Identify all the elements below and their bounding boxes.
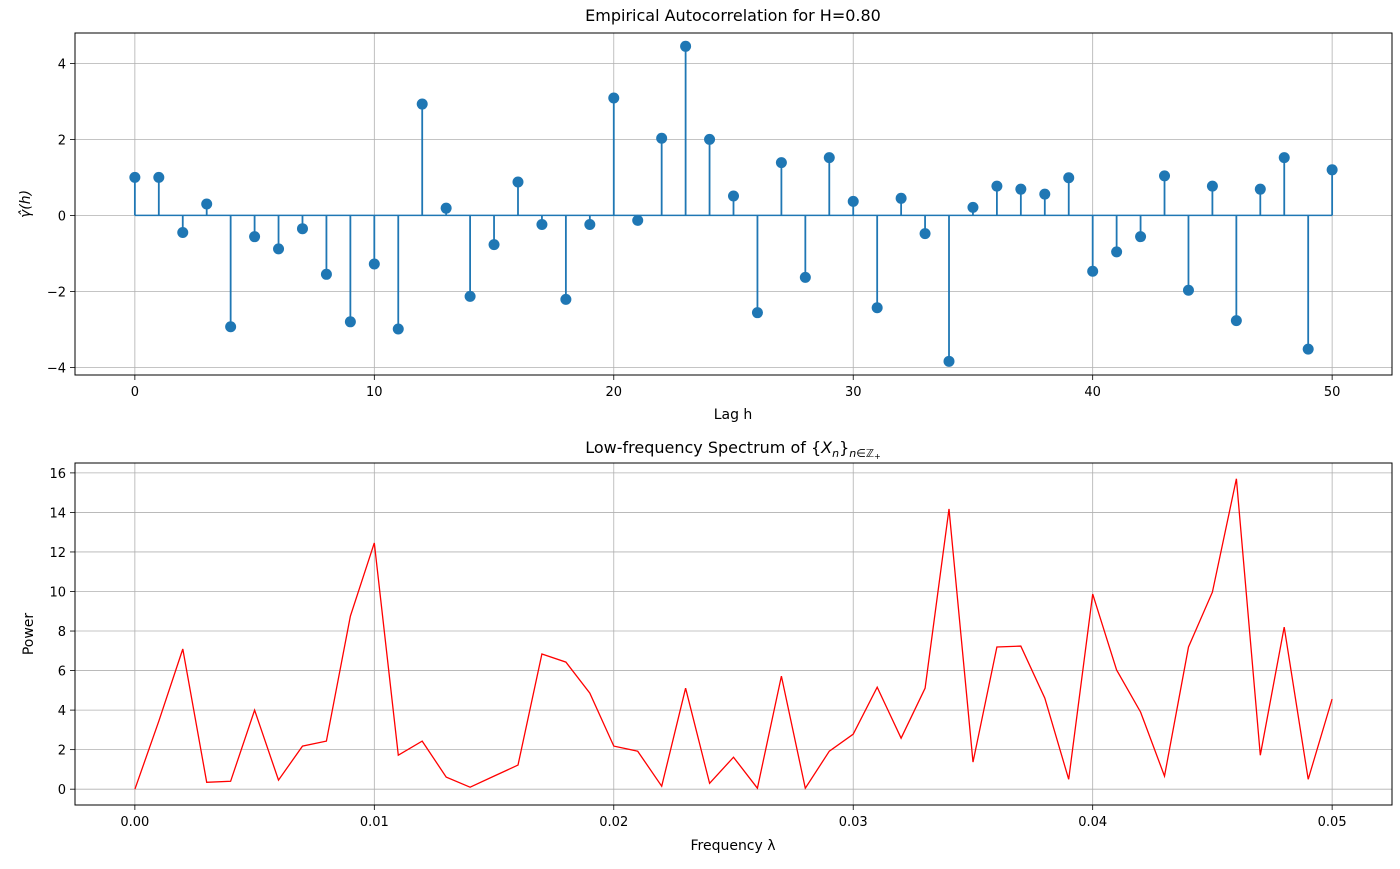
spectrum-x-tick-label: 0.02 [599, 815, 628, 830]
stem-marker [608, 92, 620, 104]
stem-marker [632, 214, 644, 226]
autocorrelation-x-tick-label: 10 [366, 385, 383, 400]
autocorrelation-y-tick-label: 2 [58, 133, 66, 148]
stem-marker [464, 290, 476, 302]
spectrum-x-tick-label: 0.00 [120, 815, 149, 830]
spectrum-title: Low-frequency Spectrum of {Xn}n∈ℤ+ [585, 438, 881, 461]
stem-marker [249, 231, 261, 243]
spectrum-x-tick-label: 0.01 [360, 815, 389, 830]
stem-marker [1087, 265, 1099, 277]
spectrum-y-tick-label: 6 [58, 665, 66, 680]
spectrum-axes: Low-frequency Spectrum of {Xn}n∈ℤ+ Frequ… [21, 438, 1393, 854]
stem-marker [895, 192, 907, 204]
stem-marker [775, 157, 787, 169]
stem-marker [1135, 231, 1147, 243]
stem-marker [991, 180, 1003, 192]
stem-marker [943, 355, 955, 367]
spectrum-y-tick-label: 10 [49, 585, 66, 600]
autocorrelation-title: Empirical Autocorrelation for H=0.80 [585, 6, 881, 25]
autocorrelation-y-tick-label: −4 [47, 361, 66, 376]
autocorrelation-ylabel: γ̂(h) [18, 190, 34, 218]
spectrum-y-tick-label: 8 [58, 625, 66, 640]
spectrum-x-tick-label: 0.05 [1318, 815, 1347, 830]
stem-marker [153, 171, 165, 183]
stem-marker [919, 228, 931, 240]
stem-marker [1159, 170, 1171, 182]
spectrum-ylabel: Power [21, 613, 37, 656]
stem-marker [799, 271, 811, 283]
stem-marker [560, 293, 572, 305]
stem-marker [392, 323, 404, 335]
stem-marker [1111, 246, 1123, 258]
stem-marker [368, 258, 380, 270]
stem-marker [1039, 188, 1051, 200]
stem-marker [1278, 152, 1290, 164]
autocorrelation-x-tick-label: 0 [131, 385, 139, 400]
stem-marker [728, 190, 739, 202]
autocorrelation-y-tick-label: 0 [58, 209, 66, 224]
stem-marker [1182, 284, 1194, 296]
stem-marker [751, 307, 763, 319]
stem-marker [823, 152, 835, 164]
spectrum-y-tick-label: 14 [49, 506, 66, 521]
stem-marker [177, 227, 189, 238]
spectrum-y-tick-label: 2 [58, 744, 66, 759]
stem-marker [320, 268, 332, 280]
stem-marker [1326, 164, 1338, 176]
stem-marker [440, 202, 452, 214]
autocorrelation-y-tick-label: 4 [58, 57, 66, 72]
stem-marker [656, 132, 668, 144]
spectrum-y-tick-label: 12 [49, 546, 66, 561]
stem-marker [680, 40, 692, 52]
autocorrelation-x-tick-label: 30 [845, 385, 862, 400]
autocorrelation-x-tick-label: 40 [1084, 385, 1101, 400]
autocorrelation-y-tick-label: −2 [47, 285, 66, 300]
stem-marker [201, 198, 213, 210]
stem-marker [344, 316, 356, 328]
spectrum-x-tick-label: 0.04 [1078, 815, 1107, 830]
autocorrelation-axes: Empirical Autocorrelation for H=0.80 Lag… [18, 6, 1393, 423]
stem-marker [225, 321, 237, 333]
stem-marker [129, 171, 141, 183]
spectrum-xlabel: Frequency λ [690, 838, 775, 854]
stem-marker [967, 201, 979, 213]
stem-marker [704, 133, 716, 145]
autocorrelation-frame [74, 32, 1393, 376]
stem-marker [416, 98, 428, 110]
stem-marker [1063, 172, 1075, 184]
spectrum-frame [74, 462, 1393, 806]
stem-marker [1015, 183, 1027, 195]
autocorrelation-xlabel: Lag h [714, 407, 753, 423]
stem-marker [536, 219, 548, 231]
stem-marker [488, 239, 500, 251]
stem-marker [1206, 180, 1218, 192]
spectrum-line [134, 478, 1333, 790]
autocorrelation-x-tick-label: 50 [1324, 385, 1341, 400]
stem-marker [847, 195, 859, 207]
stem-marker [871, 302, 883, 314]
stem-marker [296, 223, 308, 235]
spectrum-x-tick-label: 0.03 [839, 815, 868, 830]
autocorrelation-x-tick-label: 20 [605, 385, 622, 400]
spectrum-y-tick-label: 0 [58, 783, 66, 798]
stem-marker [584, 219, 596, 231]
stem-marker [1302, 343, 1314, 355]
stem-marker [273, 243, 285, 255]
stem-marker [1254, 183, 1266, 195]
stem-marker [1230, 315, 1242, 327]
spectrum-y-tick-label: 16 [49, 467, 66, 482]
stem-marker [512, 176, 524, 188]
spectrum-y-tick-label: 4 [58, 704, 66, 719]
